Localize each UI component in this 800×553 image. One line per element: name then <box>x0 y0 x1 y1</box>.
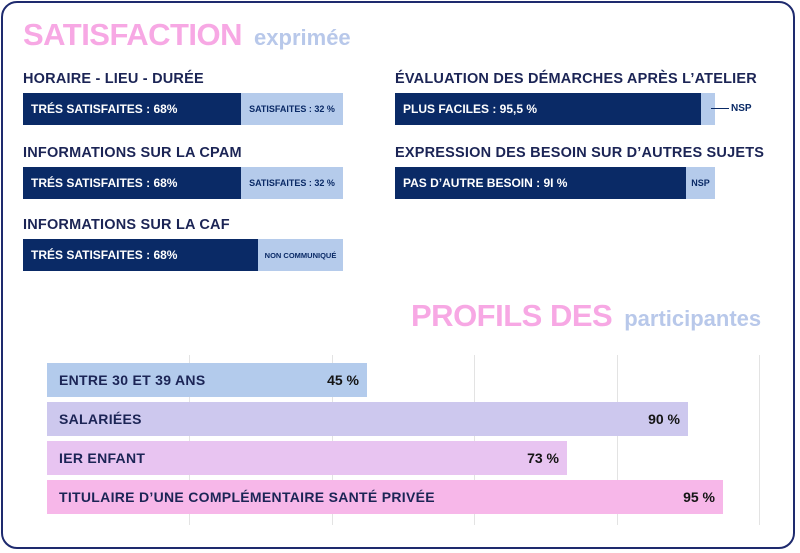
profiles-title-light: participantes <box>624 306 762 331</box>
callout-line <box>711 107 729 110</box>
metric-label: INFORMATIONS SUR LA CAF <box>23 217 230 233</box>
profiles-bar-chart: ENTRE 30 ET 39 ANS 45 % SALARIÉES 90 % IER E… <box>47 355 760 529</box>
satisfaction-title-light: exprimée <box>254 25 351 50</box>
metric-bar: TRÉS SATISFAITES : 68% SATISFAITES : 32 … <box>23 93 343 125</box>
metric-label: INFORMATIONS SUR LA CPAM <box>23 145 242 161</box>
bar-segment-secondary: SATISFAITES : 32 % <box>241 93 343 125</box>
bar-segment-primary: TRÉS SATISFAITES : 68% <box>23 167 241 199</box>
profile-bar-value: 45 % <box>327 372 359 388</box>
metric-bar: PLUS FACILES : 95,5 % <box>395 93 715 125</box>
nsp-label: NSP <box>731 103 752 114</box>
bar-segment-secondary <box>701 93 715 125</box>
bar-segment-secondary: NSP <box>686 167 715 199</box>
profile-bar <box>47 402 688 436</box>
metric-bar: PAS D’AUTRE BESOIN : 9I % NSP <box>395 167 715 199</box>
profile-bar-label: TITULAIRE D’UNE COMPLÉMENTAIRE SANTÉ PRI… <box>59 489 435 505</box>
profile-bar-label: ENTRE 30 ET 39 ANS <box>59 372 206 388</box>
satisfaction-title-strong: SATISFACTION <box>23 17 243 52</box>
gridline <box>474 355 475 525</box>
profile-bar-value: 95 % <box>683 489 715 505</box>
metric-label: HORAIRE - LIEU - DURÉE <box>23 71 204 87</box>
gridline <box>332 355 333 525</box>
profile-bar-value: 90 % <box>648 411 680 427</box>
metric-label: EXPRESSION DES BESOIN SUR D’AUTRES SUJET… <box>395 145 765 161</box>
profile-bar <box>47 441 567 475</box>
bar-segment-secondary: SATISFAITES : 32 % <box>241 167 343 199</box>
gridline <box>759 355 760 525</box>
profile-bar-value: 73 % <box>527 450 559 466</box>
metric-bar: TRÉS SATISFAITES : 68% SATISFAITES : 32 … <box>23 167 343 199</box>
profile-bar-label: SALARIÉES <box>59 411 142 427</box>
gridline <box>617 355 618 525</box>
profile-bar <box>47 480 723 514</box>
gridline <box>189 355 190 525</box>
profiles-title: PROFILS DES participantes <box>411 298 761 334</box>
bar-segment-primary: PLUS FACILES : 95,5 % <box>395 93 701 125</box>
profiles-title-strong: PROFILS DES <box>411 298 613 333</box>
metric-bar: TRÉS SATISFAITES : 68% NON COMMUNIQUÉ <box>23 239 343 271</box>
bar-segment-primary: TRÉS SATISFAITES : 68% <box>23 239 258 271</box>
profile-bar <box>47 363 367 397</box>
metric-label: ÉVALUATION DES DÉMARCHES APRÈS L’ATELIER <box>395 71 757 87</box>
nsp-callout: NSP <box>711 103 752 114</box>
bar-segment-primary: PAS D’AUTRE BESOIN : 9I % <box>395 167 686 199</box>
bar-segment-primary: TRÉS SATISFAITES : 68% <box>23 93 241 125</box>
profile-bar-label: IER ENFANT <box>59 450 146 466</box>
satisfaction-title: SATISFACTION exprimée <box>23 17 351 53</box>
bar-segment-secondary: NON COMMUNIQUÉ <box>258 239 343 271</box>
